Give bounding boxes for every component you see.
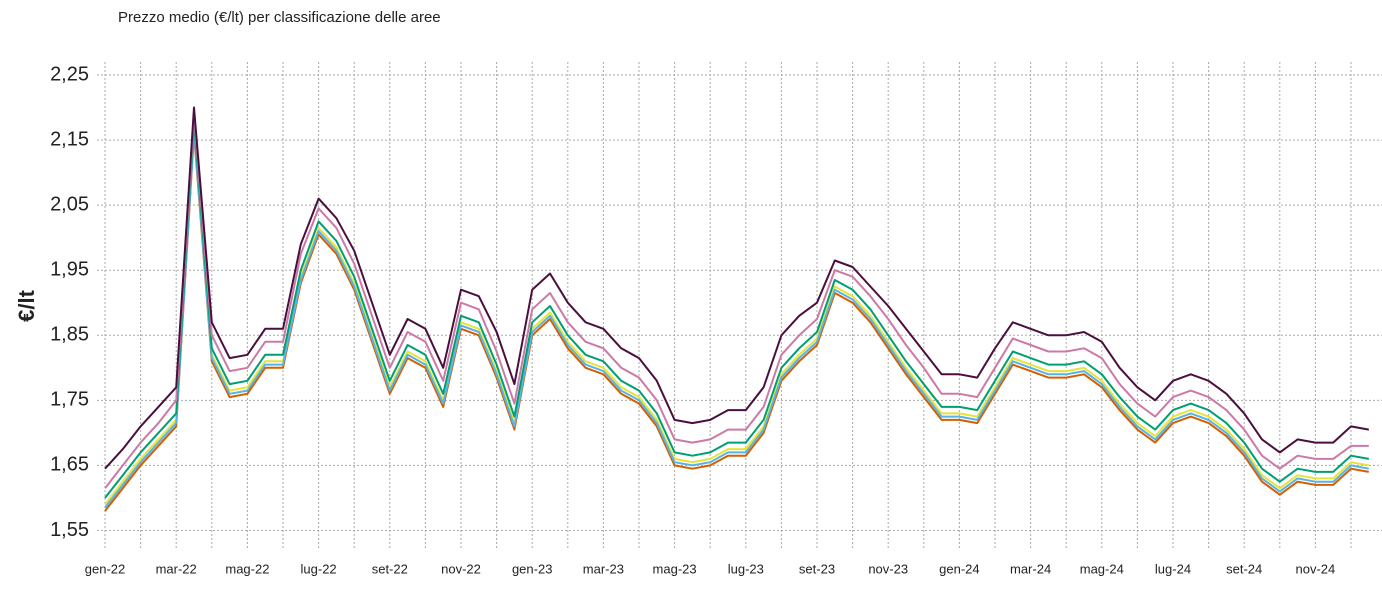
- x-tick-label: lug-22: [301, 561, 337, 576]
- x-tick-label: lug-24: [1155, 561, 1191, 576]
- y-tick-label: 2,05: [50, 193, 89, 215]
- x-tick-label: mag-23: [653, 561, 697, 576]
- x-tick-label: mar-22: [156, 561, 197, 576]
- series-line: [104, 126, 1369, 506]
- y-axis-label: €/lt: [14, 289, 39, 321]
- series-line: [104, 132, 1369, 512]
- y-tick-label: 1,95: [50, 258, 89, 280]
- x-tick-label: nov-22: [441, 561, 481, 576]
- y-tick-label: 1,55: [50, 519, 89, 541]
- x-tick-label: gen-22: [85, 561, 125, 576]
- x-tick-label: set-22: [372, 561, 408, 576]
- x-tick-label: set-23: [799, 561, 835, 576]
- x-tick-label: mar-24: [1010, 561, 1051, 576]
- y-tick-label: 1,75: [50, 389, 89, 411]
- x-tick-label: gen-24: [939, 561, 979, 576]
- chart-title: Prezzo medio (€/lt) per classificazione …: [118, 9, 441, 26]
- y-tick-label: 2,15: [50, 128, 89, 150]
- series-line: [104, 106, 1369, 470]
- x-tick-label: lug-23: [728, 561, 764, 576]
- series-line: [104, 113, 1369, 489]
- x-tick-label: set-24: [1226, 561, 1262, 576]
- y-tick-label: 1,85: [50, 324, 89, 346]
- x-tick-label: mag-24: [1080, 561, 1124, 576]
- x-tick-label: mar-23: [583, 561, 624, 576]
- series-line: [104, 119, 1369, 499]
- x-tick-label: nov-23: [868, 561, 908, 576]
- x-tick-label: mag-22: [225, 561, 269, 576]
- y-tick-label: 1,65: [50, 454, 89, 476]
- series-line: [104, 129, 1369, 509]
- x-tick-label: gen-23: [512, 561, 552, 576]
- y-tick-label: 2,25: [50, 63, 89, 85]
- x-tick-label: nov-24: [1296, 561, 1336, 576]
